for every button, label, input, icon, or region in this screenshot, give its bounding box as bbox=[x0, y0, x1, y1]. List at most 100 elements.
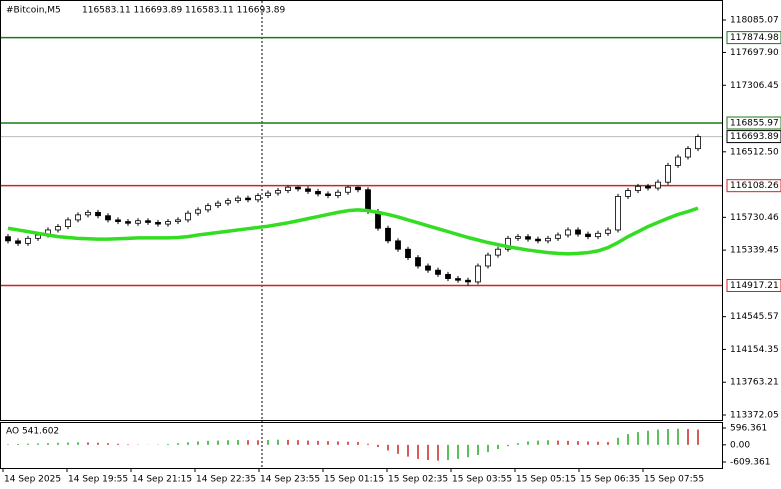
candle-body bbox=[655, 181, 661, 189]
candle-body bbox=[455, 278, 461, 281]
candle-body bbox=[155, 222, 161, 225]
candle-body bbox=[625, 190, 631, 197]
candle-body bbox=[395, 240, 401, 250]
candle-body bbox=[385, 227, 391, 242]
y-tick-label: 115730.46 bbox=[730, 213, 779, 223]
level-label: 117874.98 bbox=[730, 33, 779, 43]
candle-body bbox=[265, 192, 271, 196]
ao-title: AO 541.602 bbox=[6, 427, 59, 437]
candle-body bbox=[415, 257, 421, 267]
candle-body bbox=[55, 226, 61, 231]
candle-body bbox=[135, 220, 141, 224]
candle-body bbox=[185, 212, 191, 221]
candle-body bbox=[675, 156, 681, 166]
candle-body bbox=[425, 265, 431, 271]
ao-tick-label: -609.361 bbox=[730, 458, 770, 468]
x-tick-label: 15 Sep 06:35 bbox=[580, 475, 640, 485]
candle-body bbox=[315, 190, 321, 195]
chart-title: #Bitcoin,M5 bbox=[6, 6, 61, 16]
candle-body bbox=[405, 248, 411, 259]
candle-body bbox=[25, 237, 31, 244]
y-tick-label: 116512.50 bbox=[730, 147, 779, 157]
candle-body bbox=[215, 202, 221, 207]
x-tick-label: 14 Sep 19:55 bbox=[68, 475, 128, 485]
candle-body bbox=[335, 191, 341, 196]
candle-body bbox=[545, 237, 551, 242]
level-label: 114917.21 bbox=[730, 281, 779, 291]
candle-body bbox=[235, 197, 241, 202]
candle-body bbox=[95, 211, 101, 217]
candle-body bbox=[205, 205, 211, 211]
y-tick-label: 113763.21 bbox=[730, 378, 779, 388]
candle-body bbox=[65, 219, 71, 227]
x-tick-label: 15 Sep 01:15 bbox=[324, 475, 384, 485]
candle-body bbox=[125, 221, 131, 224]
x-tick-label: 14 Sep 22:35 bbox=[196, 475, 256, 485]
candle-body bbox=[75, 214, 81, 221]
candle-body bbox=[295, 186, 301, 190]
y-tick-label: 117697.90 bbox=[730, 48, 779, 58]
x-tick-label: 15 Sep 05:15 bbox=[516, 475, 576, 485]
candle-body bbox=[695, 136, 701, 150]
candle-body bbox=[635, 185, 641, 191]
candle-body bbox=[605, 229, 611, 234]
moving-average bbox=[7, 206, 699, 256]
ao-tick-label: 0.00 bbox=[730, 440, 750, 450]
ao-panel bbox=[0, 422, 723, 469]
candle-body bbox=[615, 196, 621, 231]
y-tick-label: 114154.35 bbox=[730, 345, 779, 355]
candle-body bbox=[325, 193, 331, 196]
candle-body bbox=[5, 236, 11, 242]
x-tick-label: 15 Sep 03:55 bbox=[452, 475, 512, 485]
candle-body bbox=[35, 234, 41, 239]
current-price-box bbox=[726, 130, 781, 144]
y-tick-label: 118085.07 bbox=[730, 16, 779, 26]
candle-body bbox=[355, 186, 361, 191]
candle-body bbox=[15, 240, 21, 244]
level-label-box bbox=[726, 116, 781, 130]
level-label: 116108.26 bbox=[730, 181, 779, 191]
x-tick-label: 15 Sep 02:35 bbox=[388, 475, 448, 485]
candle-body bbox=[255, 195, 261, 201]
candle-body bbox=[275, 190, 281, 194]
candle-body bbox=[535, 238, 541, 242]
candle-body bbox=[555, 234, 561, 239]
candle-body bbox=[585, 233, 591, 238]
candle-body bbox=[195, 209, 201, 214]
x-tick-label: 14 Sep 21:15 bbox=[132, 475, 192, 485]
level-label: 116855.97 bbox=[730, 119, 779, 129]
ao-tick-label: 596.361 bbox=[730, 424, 767, 434]
candle-body bbox=[245, 197, 251, 201]
candle-body bbox=[285, 186, 291, 191]
y-tick-label: 117306.45 bbox=[730, 81, 779, 91]
candle-body bbox=[595, 232, 601, 238]
candle-body bbox=[465, 279, 471, 283]
candle-body bbox=[515, 236, 521, 239]
candle-body bbox=[305, 188, 311, 192]
y-tick-label: 113372.05 bbox=[730, 411, 779, 421]
candle-body bbox=[575, 229, 581, 235]
y-tick-label: 114545.57 bbox=[730, 312, 779, 322]
candle-body bbox=[105, 215, 111, 221]
candle-body bbox=[85, 211, 91, 216]
y-tick-label: 115339.45 bbox=[730, 246, 779, 256]
candle-body bbox=[645, 185, 651, 189]
candle-body bbox=[685, 148, 691, 158]
candle-body bbox=[495, 248, 501, 256]
chart-quote: 116583.11 116693.89 116583.11 116693.89 bbox=[82, 6, 286, 16]
candle-body bbox=[525, 236, 531, 240]
x-tick-label: 14 Sep 23:55 bbox=[260, 475, 320, 485]
candle-body bbox=[165, 221, 171, 225]
x-tick-label: 15 Sep 07:55 bbox=[644, 475, 704, 485]
level-label-box bbox=[726, 31, 781, 45]
candle-body bbox=[145, 220, 151, 223]
x-tick-label: 14 Sep 2025 bbox=[4, 475, 61, 485]
candle-body bbox=[665, 165, 671, 183]
candle-body bbox=[175, 219, 181, 222]
candle-body bbox=[565, 229, 571, 236]
candle-body bbox=[365, 189, 371, 212]
candle-body bbox=[345, 186, 351, 193]
current-price-label: 116693.89 bbox=[730, 132, 779, 142]
